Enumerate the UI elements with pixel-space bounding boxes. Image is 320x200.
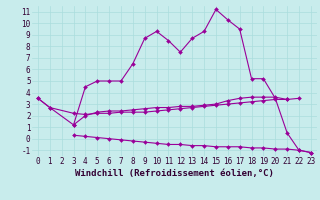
X-axis label: Windchill (Refroidissement éolien,°C): Windchill (Refroidissement éolien,°C) xyxy=(75,169,274,178)
